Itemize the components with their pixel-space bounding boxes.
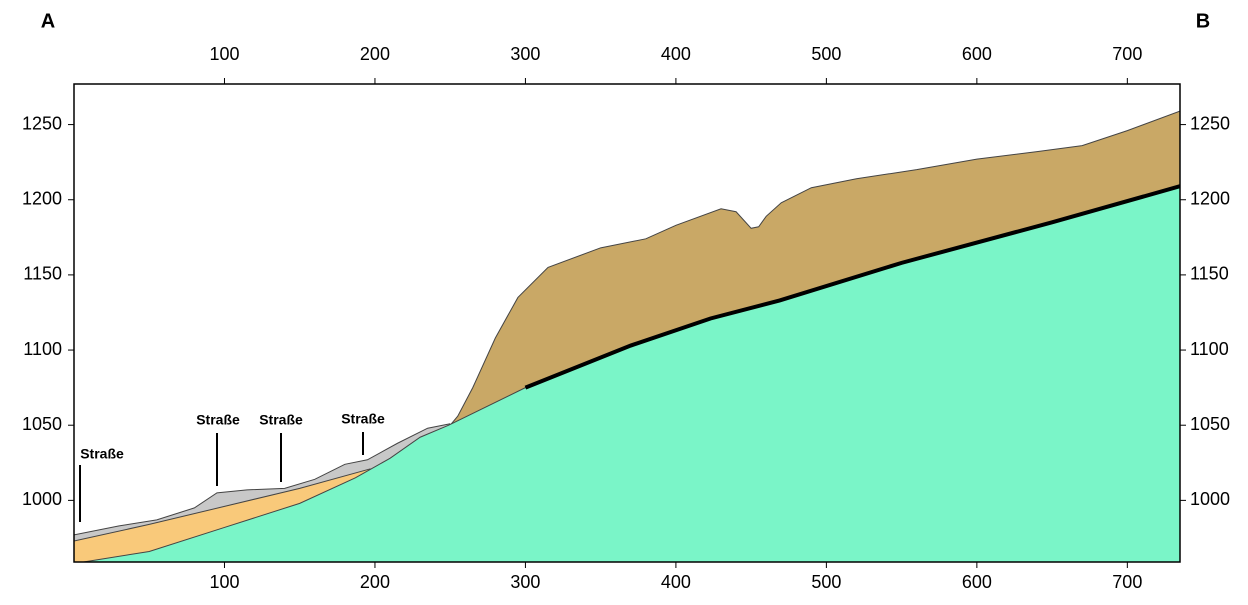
- x-tick-label: 700: [1112, 572, 1142, 592]
- y-tick-label: 1150: [23, 264, 62, 284]
- x-tick-label: 100: [209, 44, 239, 64]
- y-tick-label: 1250: [22, 113, 62, 133]
- annotation: Straße: [259, 412, 303, 428]
- plot-layers: [74, 111, 1180, 567]
- y-tick-label: 1050: [22, 414, 62, 434]
- annotation: Straße: [196, 412, 240, 428]
- x-tick-label: 300: [510, 44, 540, 64]
- x-tick-label: 300: [510, 572, 540, 592]
- x-tick-label: 400: [661, 572, 691, 592]
- y-tick-label: 1250: [1190, 113, 1230, 133]
- y-tick-label: 1200: [1190, 188, 1230, 208]
- y-tick-label: 1100: [1190, 339, 1229, 359]
- x-tick-label: 600: [962, 572, 992, 592]
- y-tick-label: 1000: [22, 489, 62, 509]
- x-tick-label: 500: [811, 44, 841, 64]
- y-tick-label: 1200: [22, 188, 62, 208]
- y-tick-label: 1000: [1190, 489, 1230, 509]
- annotation: Straße: [80, 446, 124, 462]
- annotation: Straße: [341, 411, 385, 427]
- x-tick-label: 600: [962, 44, 992, 64]
- chart: A B 100 100 200 200 300 300 400 400 500 500 600 600…: [0, 0, 1248, 600]
- corner-label: A: [41, 10, 55, 32]
- corner-label: B: [1196, 10, 1210, 32]
- x-tick-label: 700: [1112, 44, 1142, 64]
- x-tick-label: 200: [360, 572, 390, 592]
- y-tick-label: 1050: [1190, 414, 1230, 434]
- x-tick-label: 500: [811, 572, 841, 592]
- y-tick-label: 1100: [23, 339, 62, 359]
- x-tick-label: 400: [661, 44, 691, 64]
- x-tick-label: 200: [360, 44, 390, 64]
- y-tick-label: 1150: [1190, 264, 1229, 284]
- x-tick-label: 100: [209, 572, 239, 592]
- page: A B 100 100 200 200 300 300 400 400 500 500 600 600…: [0, 0, 1248, 605]
